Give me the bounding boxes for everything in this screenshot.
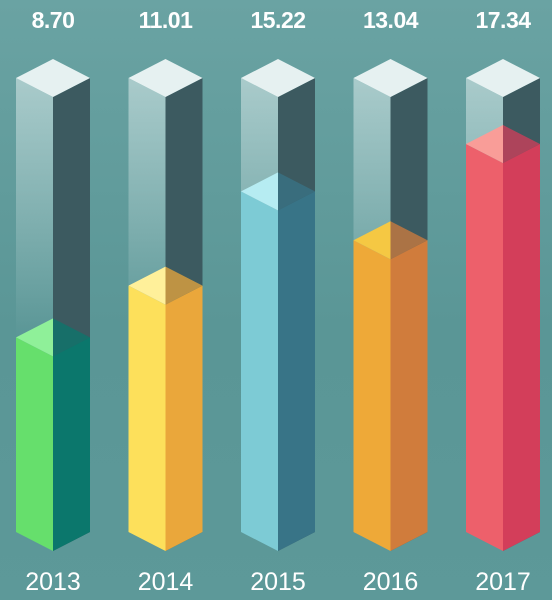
track-top-face [353, 59, 428, 97]
category-label-2015: 2015 [250, 568, 306, 596]
bar-top-face-right [165, 266, 203, 305]
category-label-2014: 2014 [137, 568, 194, 596]
bar-side-face [503, 144, 540, 551]
bar-top-face-right [390, 221, 428, 260]
value-label-2017: 17.34 [475, 7, 531, 33]
track-top-face [241, 59, 315, 97]
value-label-2015: 15.22 [250, 7, 306, 33]
bar-2013 [16, 318, 90, 551]
bar-top-face-left [466, 125, 503, 163]
bar-2015 [241, 172, 315, 551]
bar-top-face-right [53, 318, 90, 357]
bar-top-face-left [353, 221, 391, 260]
bar-top-face-left [16, 318, 53, 357]
track-top-face [128, 59, 203, 97]
bar-top-face-right [503, 125, 540, 163]
bar-2017 [466, 125, 540, 551]
bar-front-face [466, 144, 503, 551]
bar-front-face [128, 285, 166, 551]
value-label-2014: 11.01 [138, 7, 193, 33]
bar-side-face [53, 337, 90, 551]
value-label-2013: 8.70 [31, 7, 75, 33]
category-label-2017: 2017 [475, 568, 531, 596]
bar-front-face [353, 240, 391, 551]
category-label-2013: 2013 [25, 568, 81, 596]
track-top-face [16, 59, 90, 97]
bar-2016 [353, 221, 428, 551]
bar-top-face-left [241, 172, 278, 211]
bar-side-face [165, 285, 203, 551]
column-bars [16, 125, 540, 551]
bar-top-face-right [278, 172, 315, 211]
category-label-2016: 2016 [362, 568, 419, 596]
bar-side-face [390, 240, 428, 551]
track-top-face [466, 59, 540, 97]
bar-front-face [241, 191, 278, 551]
bar-top-face-left [128, 266, 166, 305]
bar-front-face [16, 337, 53, 551]
bar-2014 [128, 266, 203, 551]
value-label-2016: 13.04 [362, 7, 419, 33]
bar-side-face [278, 191, 315, 551]
